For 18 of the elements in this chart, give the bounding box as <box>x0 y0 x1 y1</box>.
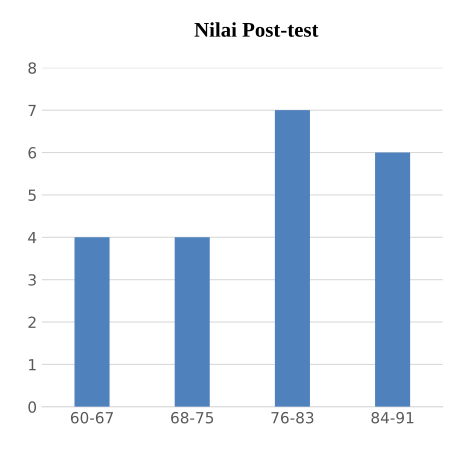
y-tick-label: 0 <box>28 401 36 413</box>
y-tick-label: 8 <box>28 62 36 74</box>
y-tick-label: 6 <box>28 147 36 159</box>
x-tick-label: 84-91 <box>371 412 414 424</box>
y-tick-label: 1 <box>29 359 36 370</box>
y-tick-label: 2 <box>28 316 36 328</box>
y-tick-label: 3 <box>28 274 36 286</box>
x-tick-label: 76-83 <box>271 412 314 424</box>
bar <box>74 237 110 407</box>
bar <box>274 110 310 407</box>
x-tick-label: 60-67 <box>70 412 113 424</box>
bar <box>375 152 410 407</box>
y-tick-label: 4 <box>28 232 36 244</box>
x-tick-label: 68-75 <box>171 412 214 424</box>
y-tick-label: 5 <box>28 190 36 201</box>
bar <box>174 237 210 407</box>
y-tick-label: 7 <box>28 104 36 116</box>
chart-title: Nilai Post-test <box>194 22 318 37</box>
